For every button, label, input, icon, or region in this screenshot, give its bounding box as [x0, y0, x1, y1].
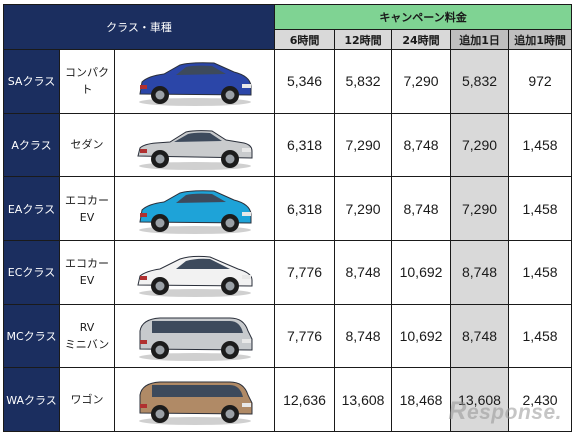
class-cell: EAクラス — [3, 176, 60, 241]
vehicle-type-label: エコカー — [65, 257, 109, 271]
price-24h: 18,468 — [391, 367, 452, 432]
price-extra-day: 8,748 — [450, 239, 510, 305]
vehicle-type-label: ワゴン — [70, 393, 104, 407]
price-6h: 5,346 — [274, 49, 336, 114]
col-6-hours: 6時間 — [274, 29, 336, 50]
car-photo-cell — [113, 303, 276, 369]
table-row: EAクラス エコカー EV 6,318 7,290 8,748 7,290 1,458 — [3, 176, 573, 241]
price-12h: 5,832 — [334, 49, 393, 114]
price-extra-hour: 1,458 — [508, 239, 573, 305]
price-extra-hour: 2,430 — [508, 367, 573, 432]
price-extra-day: 5,832 — [450, 49, 510, 114]
class-cell: Aクラス — [3, 112, 60, 178]
price-24h: 10,692 — [391, 239, 452, 305]
hatchback-car-icon — [115, 54, 274, 108]
price-12h: 8,748 — [334, 303, 393, 369]
vehicle-type-label: セダン — [70, 138, 104, 152]
vehicle-type-cell: コンパクト — [59, 49, 115, 114]
price-6h: 12,636 — [274, 367, 336, 432]
vehicle-type-label: RV — [79, 320, 95, 334]
price-24h: 8,748 — [391, 112, 452, 178]
price-24h: 8,748 — [391, 176, 452, 241]
car-photo-cell — [113, 239, 276, 305]
vehicle-type-label: EV — [79, 210, 95, 224]
price-24h: 7,290 — [391, 49, 452, 114]
table-row: SAクラス コンパクト 5,346 5,832 7,290 5,832 972 — [3, 49, 573, 114]
hatchback-car-icon — [115, 182, 274, 236]
class-cell: SAクラス — [3, 49, 60, 114]
rental-rate-table: クラス・車種 キャンペーン料金 6時間 12時間 24時間 追加1日 追加1時間… — [2, 4, 573, 432]
class-cell: MCクラス — [3, 303, 60, 369]
price-extra-day: 8,748 — [450, 303, 510, 369]
price-6h: 6,318 — [274, 112, 336, 178]
vehicle-type-label: エコカー — [65, 193, 109, 207]
vehicle-type-cell: エコカー EV — [59, 239, 115, 305]
price-extra-hour: 1,458 — [508, 176, 573, 241]
vehicle-type-cell: ワゴン — [59, 367, 115, 432]
vehicle-type-label: ミニバン — [64, 337, 110, 351]
car-photo-cell — [113, 49, 276, 114]
price-extra-hour: 972 — [508, 49, 573, 114]
vehicle-type-cell: エコカー EV — [59, 176, 115, 241]
table-row: MCクラス RV ミニバン 7,776 8,748 10,692 8,748 1,458 — [3, 303, 573, 369]
price-6h: 7,776 — [274, 303, 336, 369]
col-extra-day: 追加1日 — [450, 29, 510, 50]
table-row: ECクラス エコカー EV 7,776 8,748 10,692 8,748 1,458 — [3, 239, 573, 305]
wagon-car-icon — [115, 373, 274, 427]
table-row: Aクラス セダン 6,318 7,290 8,748 7,290 1,458 — [3, 112, 573, 178]
price-6h: 6,318 — [274, 176, 336, 241]
vehicle-type-label: EV — [79, 274, 95, 288]
col-24-hours: 24時間 — [391, 29, 452, 50]
car-photo-cell — [113, 112, 276, 178]
response-watermark: Response. — [448, 397, 562, 426]
car-photo-cell — [113, 176, 276, 241]
price-extra-hour: 1,458 — [508, 303, 573, 369]
hybrid-car-icon — [115, 245, 274, 299]
price-extra-day: 13,608 — [450, 367, 510, 432]
campaign-price-header: キャンペーン料金 — [274, 4, 573, 30]
price-extra-day: 7,290 — [450, 176, 510, 241]
price-12h: 7,290 — [334, 176, 393, 241]
sedan-car-icon — [115, 118, 274, 172]
price-12h: 8,748 — [334, 239, 393, 305]
vehicle-type-cell: RV ミニバン — [59, 303, 115, 369]
price-extra-day: 7,290 — [450, 112, 510, 178]
col-extra-hour: 追加1時間 — [508, 29, 573, 50]
class-cell: WAクラス — [3, 367, 60, 432]
price-extra-hour: 1,458 — [508, 112, 573, 178]
table-row: WAクラス ワゴン 12,636 13,608 18,468 13,608 2,430 — [3, 367, 573, 432]
class-vehicle-header: クラス・車種 — [2, 4, 276, 50]
car-photo-cell — [113, 367, 276, 432]
vehicle-type-cell: セダン — [59, 112, 115, 178]
class-cell: ECクラス — [3, 239, 60, 305]
price-12h: 7,290 — [334, 112, 393, 178]
vehicle-type-label: コンパクト — [65, 66, 109, 97]
price-24h: 10,692 — [391, 303, 452, 369]
watermark-initial: R — [448, 397, 467, 425]
price-12h: 13,608 — [334, 367, 393, 432]
watermark-rest: esponse. — [466, 401, 562, 424]
minivan-car-icon — [115, 309, 274, 363]
col-12-hours: 12時間 — [334, 29, 393, 50]
price-6h: 7,776 — [274, 239, 336, 305]
